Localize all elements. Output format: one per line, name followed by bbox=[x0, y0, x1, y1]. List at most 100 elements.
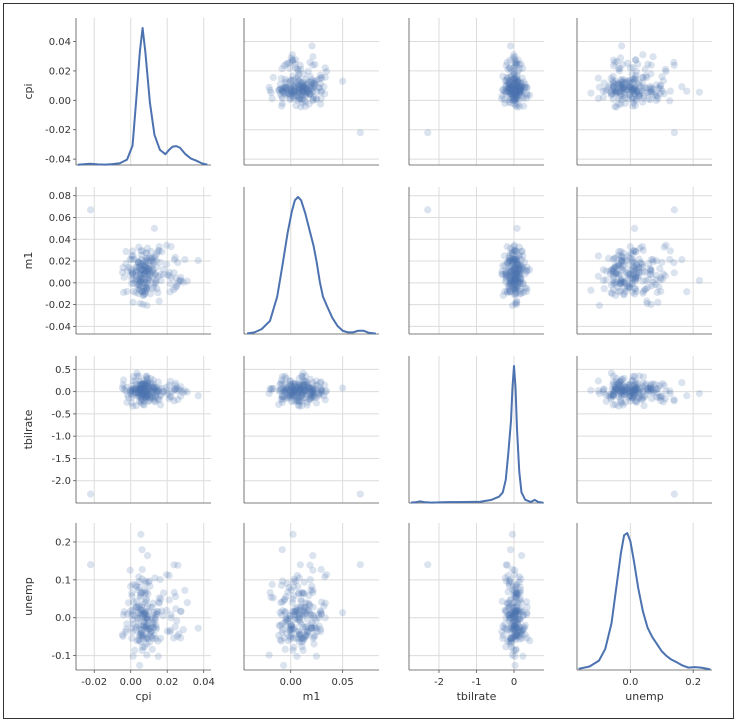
scatter-point bbox=[505, 88, 513, 96]
scatter-point bbox=[652, 96, 660, 105]
scatter-point bbox=[303, 386, 311, 395]
scatter-point bbox=[149, 383, 157, 391]
scatter-point bbox=[86, 206, 95, 214]
scatter-point bbox=[512, 90, 520, 98]
scatter-point bbox=[310, 391, 318, 400]
scatter-point bbox=[122, 247, 130, 256]
scatter-point bbox=[512, 273, 520, 281]
scatter-point bbox=[636, 392, 644, 400]
scatter-point bbox=[628, 86, 636, 94]
scatter-point bbox=[507, 87, 515, 95]
scatter-point bbox=[137, 270, 145, 278]
scatter-point bbox=[619, 60, 627, 69]
scatter-point bbox=[504, 258, 512, 266]
scatter-point bbox=[509, 90, 517, 99]
scatter-point bbox=[506, 83, 515, 91]
scatter-point bbox=[609, 265, 617, 274]
scatter-point bbox=[678, 83, 686, 91]
scatter-point bbox=[295, 77, 303, 85]
scatter-point bbox=[641, 393, 649, 401]
scatter-point bbox=[318, 74, 326, 82]
scatter-point bbox=[136, 386, 144, 394]
scatter-point bbox=[626, 392, 634, 400]
scatter-point bbox=[647, 266, 655, 274]
scatter-point bbox=[658, 275, 667, 283]
scatter-point bbox=[609, 95, 617, 103]
scatter-point bbox=[695, 88, 704, 96]
scatter-point bbox=[607, 392, 615, 400]
scatter-point bbox=[618, 257, 626, 265]
scatter-point bbox=[286, 83, 294, 91]
scatter-point bbox=[132, 288, 140, 297]
scatter-point bbox=[512, 95, 520, 103]
scatter-point bbox=[296, 83, 304, 91]
scatter-point bbox=[296, 389, 304, 397]
scatter-point bbox=[629, 275, 637, 283]
scatter-point bbox=[612, 89, 621, 97]
scatter-point bbox=[149, 279, 157, 287]
scatter-point bbox=[635, 389, 643, 397]
scatter-point bbox=[310, 83, 318, 92]
scatter-point bbox=[514, 260, 522, 268]
scatter-point bbox=[136, 380, 144, 389]
scatter-point bbox=[626, 83, 635, 91]
scatter-point bbox=[514, 274, 522, 283]
scatter-point bbox=[305, 384, 313, 392]
scatter-point bbox=[632, 262, 641, 270]
scatter-point bbox=[266, 86, 274, 94]
scatter-point bbox=[282, 387, 290, 395]
scatter-point bbox=[521, 284, 529, 292]
scatter-point bbox=[277, 598, 285, 607]
x-tick-label: 0.02 bbox=[156, 677, 178, 688]
scatter-point bbox=[290, 380, 298, 388]
scatter-point bbox=[512, 254, 520, 262]
scatter-point bbox=[509, 75, 517, 83]
scatter-point bbox=[317, 95, 325, 103]
scatter-point bbox=[618, 252, 626, 260]
scatter-point bbox=[154, 652, 162, 660]
scatter-point bbox=[632, 248, 640, 256]
scatter-point bbox=[120, 386, 128, 394]
x-axis-label-cpi: cpi bbox=[135, 690, 151, 703]
scatter-point bbox=[610, 79, 619, 88]
scatter-point bbox=[282, 385, 290, 393]
scatter-point bbox=[277, 92, 286, 100]
scatter-point bbox=[508, 67, 516, 75]
scatter-point bbox=[278, 577, 287, 585]
scatter-point bbox=[660, 243, 668, 251]
scatter-point bbox=[511, 247, 519, 255]
scatter-point bbox=[281, 645, 289, 653]
scatter-point bbox=[289, 391, 297, 399]
scatter-point bbox=[619, 275, 627, 283]
scatter-point bbox=[510, 278, 518, 286]
scatter-point bbox=[509, 249, 517, 258]
scatter-point bbox=[132, 385, 140, 393]
kde-line-unemp bbox=[578, 532, 711, 671]
scatter-point bbox=[177, 273, 185, 281]
scatter-point bbox=[520, 78, 528, 86]
scatter-point bbox=[651, 89, 660, 97]
scatter-point bbox=[143, 374, 151, 382]
scatter-point bbox=[516, 273, 524, 282]
scatter-point bbox=[594, 94, 603, 103]
scatter-point bbox=[194, 392, 202, 400]
scatter-point bbox=[295, 382, 304, 390]
scatter-point bbox=[144, 384, 152, 392]
scatter-point bbox=[655, 84, 663, 93]
scatter-point bbox=[609, 378, 617, 386]
scatter-point bbox=[642, 84, 650, 92]
scatter-point bbox=[613, 57, 621, 66]
scatter-point bbox=[172, 605, 180, 613]
scatter-point bbox=[600, 385, 608, 393]
scatter-point bbox=[283, 615, 292, 623]
scatter-point bbox=[612, 374, 620, 383]
scatter-point bbox=[518, 247, 526, 255]
scatter-point bbox=[424, 129, 432, 137]
scatter-point bbox=[138, 288, 146, 296]
scatter-point bbox=[144, 590, 152, 598]
scatter-point bbox=[312, 95, 320, 104]
scatter-point bbox=[156, 258, 164, 266]
scatter-point bbox=[309, 552, 317, 560]
scatter-point bbox=[618, 84, 627, 93]
scatter-point bbox=[154, 272, 162, 280]
